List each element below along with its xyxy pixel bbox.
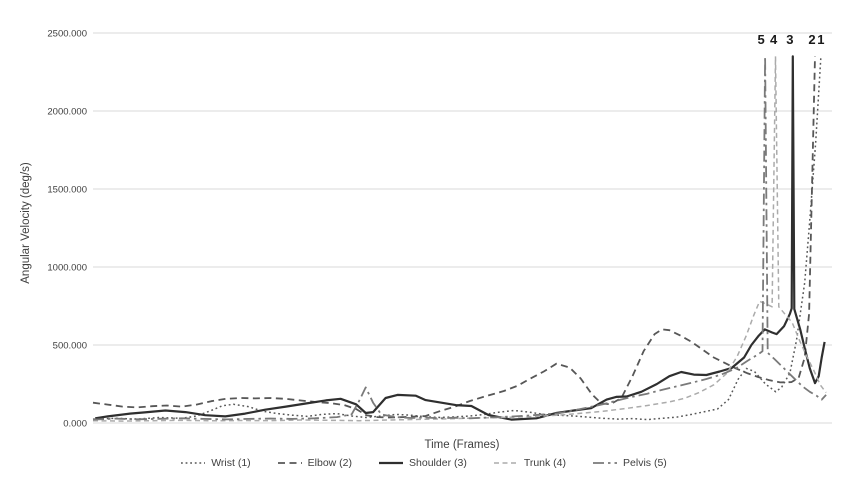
peak-order-label-1: 1	[817, 32, 824, 47]
y-tick-label: 1500.000	[47, 185, 87, 196]
legend-item-wrist: Wrist (1)	[180, 457, 251, 469]
chart-legend: Wrist (1) Elbow (2) Shoulder (3) Trunk (4) P…	[0, 457, 847, 469]
peak-order-label-3: 3	[786, 32, 793, 47]
series-line-trunk	[92, 55, 827, 422]
peak-order-label-2: 2	[808, 32, 815, 47]
legend-label-shoulder: Shoulder (3)	[409, 457, 467, 469]
legend-line-sample-wrist	[181, 462, 206, 464]
series-line-elbow	[92, 56, 816, 419]
legend-item-trunk: Trunk (4)	[493, 457, 566, 469]
legend-line-sample-elbow	[277, 462, 302, 464]
series-line-shoulder	[95, 55, 826, 421]
legend-item-shoulder: Shoulder (3)	[378, 457, 467, 469]
legend-label-wrist: Wrist (1)	[211, 457, 251, 469]
series-line-pelvis	[92, 55, 827, 421]
peak-order-label-5: 5	[757, 32, 764, 47]
y-axis-title: Angular Velocity (deg/s)	[20, 162, 32, 284]
legend-label-elbow: Elbow (2)	[307, 457, 353, 469]
legend-label-trunk: Trunk (4)	[523, 457, 567, 469]
legend-item-elbow: Elbow (2)	[277, 457, 352, 469]
x-axis-title: Time (Frames)	[424, 439, 500, 451]
y-tick-label: 2500.000	[47, 29, 87, 40]
y-tick-label: 2000.000	[47, 107, 87, 118]
peak-order-label-4: 4	[770, 32, 778, 47]
legend-line-sample-shoulder	[379, 461, 404, 465]
series-line-wrist	[92, 56, 822, 421]
legend-line-sample-pelvis	[593, 462, 618, 464]
legend-line-sample-trunk	[493, 462, 518, 464]
y-tick-label: 1000.000	[47, 263, 87, 274]
legend-label-pelvis: Pelvis (5)	[623, 457, 667, 469]
y-tick-label: 500.000	[53, 341, 87, 352]
y-tick-label: 0.000	[63, 419, 87, 430]
legend-item-pelvis: Pelvis (5)	[592, 457, 667, 469]
